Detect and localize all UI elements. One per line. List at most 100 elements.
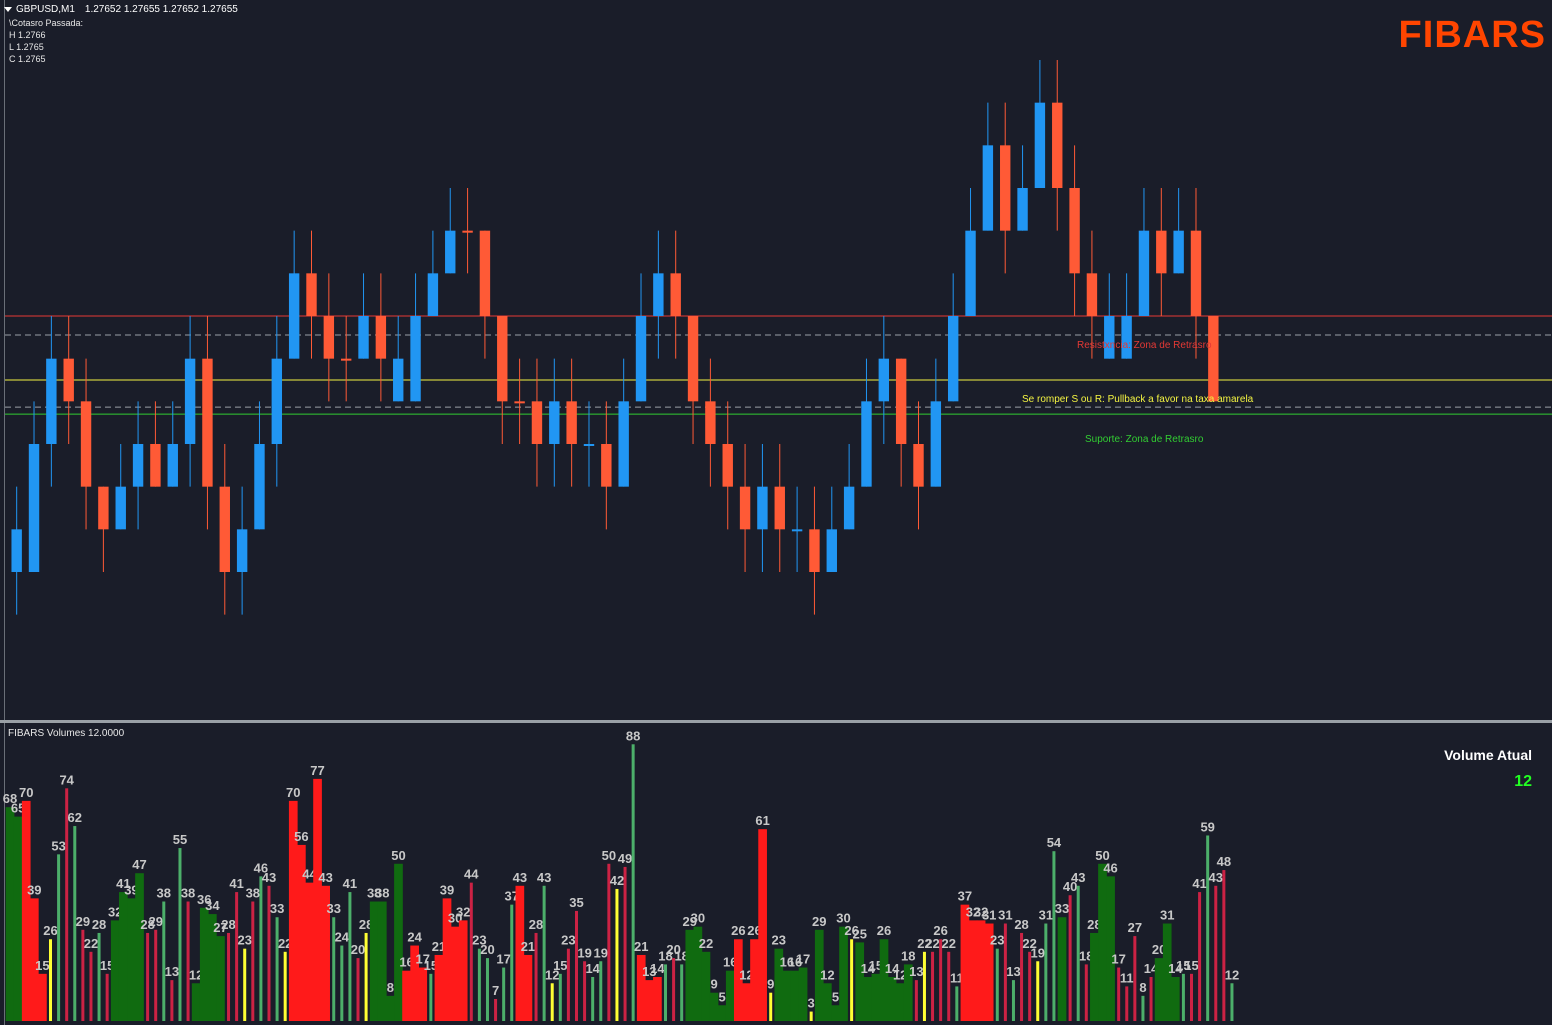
volume-bar	[1230, 983, 1234, 1021]
volume-bar	[259, 876, 263, 1021]
volume-bar	[742, 983, 751, 1021]
volume-bar	[1090, 932, 1099, 1021]
volume-bar-label: 47	[132, 857, 146, 872]
volume-bar-label: 30	[691, 911, 705, 926]
volume-bar	[895, 983, 905, 1021]
volume-bar	[485, 958, 489, 1021]
candle-body	[167, 444, 178, 487]
volume-bar	[127, 898, 136, 1021]
candle-body	[63, 358, 74, 402]
volume-bar-label: 24	[407, 930, 422, 945]
volume-bar-label: 40	[1063, 879, 1077, 894]
volume-bar-label: 20	[666, 942, 680, 957]
candle-body	[1121, 316, 1132, 359]
volume-bar-label: 14	[1168, 961, 1183, 976]
volume-bar	[1214, 885, 1218, 1021]
candle-body	[687, 316, 699, 402]
volume-bar	[1068, 895, 1072, 1021]
volume-bar	[1154, 958, 1164, 1021]
volume-bar	[995, 948, 999, 1021]
volume-bar	[510, 904, 514, 1021]
volume-bar	[429, 973, 433, 1021]
volume-bar	[243, 948, 247, 1021]
volume-bar-label: 26	[747, 923, 761, 938]
volume-bar	[653, 976, 662, 1021]
volume-bar-label: 43	[1071, 870, 1085, 885]
volume-indicator-pane[interactable]: 68 65 70 39 15 26 53 74 62 29 22 28 15 32 41 39 47 28 29 38…	[0, 723, 1552, 1025]
volume-bar-label: 68	[3, 791, 17, 806]
volume-bar	[1076, 885, 1080, 1021]
volume-indicator-title: FIBARS Volumes 12.0000	[8, 728, 125, 739]
candle-body	[115, 486, 126, 530]
volume-bar-label: 31	[1039, 908, 1053, 923]
volume-bar-label: 30	[448, 911, 462, 926]
volume-bar-label: 33	[326, 901, 340, 916]
volume-bar	[939, 939, 943, 1021]
candle-body	[288, 273, 300, 359]
volume-bar	[1181, 973, 1185, 1021]
volume-bar	[251, 901, 255, 1021]
volume-bar-label: 77	[310, 763, 324, 778]
volume-bar	[879, 939, 889, 1021]
volume-bar	[850, 939, 854, 1021]
candle-body	[826, 529, 837, 572]
volume-bar-label: 39	[27, 882, 41, 897]
volume-bar	[680, 964, 684, 1021]
volume-bar	[1149, 976, 1153, 1021]
volume-bar-label: 74	[59, 772, 74, 787]
volume-bar-label: 19	[594, 945, 608, 960]
volume-bar	[887, 976, 897, 1021]
volume-bar	[574, 910, 578, 1021]
volume-bar-label: 17	[1111, 952, 1125, 967]
volume-bar-label: 9	[767, 977, 774, 992]
pane-separator[interactable]	[0, 720, 1552, 723]
previous-low: L 1.2765	[9, 42, 44, 52]
volume-bar-label: 22	[278, 936, 292, 951]
volume-bar-label: 56	[294, 829, 308, 844]
volume-bar-label: 43	[537, 870, 551, 885]
volume-bar-label: 21	[634, 939, 648, 954]
volume-bar-label: 50	[391, 848, 405, 863]
volume-bar	[733, 939, 743, 1021]
candle-body	[1034, 102, 1046, 188]
volume-bar-label: 22	[84, 936, 98, 951]
volume-bar-label: 43	[262, 870, 276, 885]
volume-bar	[709, 992, 719, 1021]
volume-bar-label: 14	[650, 961, 665, 976]
volume-bar	[97, 932, 101, 1021]
chart-symbol-header[interactable]: GBPUSD,M1 1.27652 1.27655 1.27652 1.2765…	[4, 4, 238, 15]
volume-bar	[442, 898, 452, 1021]
volume-bar	[615, 888, 619, 1021]
candle-body	[982, 145, 994, 231]
volume-bar-label: 26	[933, 923, 947, 938]
volume-bar	[89, 951, 93, 1021]
volume-bar	[186, 901, 190, 1021]
volume-bar	[1106, 876, 1115, 1021]
volume-bar	[591, 976, 595, 1021]
volume-bar-label: 12	[1225, 967, 1239, 982]
volume-bar	[364, 932, 368, 1021]
dropdown-triangle-icon[interactable]	[4, 7, 12, 12]
volume-bar	[235, 892, 239, 1021]
price-chart-pane[interactable]: GBPUSD,M1 1.27652 1.27655 1.27652 1.2765…	[0, 0, 1552, 720]
candle-body	[11, 529, 22, 572]
volume-bar	[831, 1005, 840, 1021]
previous-high: H 1.2766	[9, 30, 46, 40]
candle-body	[497, 316, 508, 402]
volume-bar	[976, 920, 986, 1021]
current-volume-value: 12	[1514, 773, 1532, 790]
candlestick-chart[interactable]	[0, 0, 1552, 720]
volume-bar	[297, 844, 306, 1021]
volume-bar-label: 26	[877, 923, 891, 938]
volume-bar	[1170, 976, 1180, 1021]
volume-bar	[550, 983, 554, 1021]
volume-bar-label: 50	[602, 848, 616, 863]
candle-body	[98, 486, 109, 530]
candle-body	[150, 444, 161, 487]
volume-bar-label: 32	[108, 904, 122, 919]
volume-bar-label: 22	[1022, 936, 1036, 951]
volume-bar	[29, 898, 39, 1021]
candle-body	[618, 401, 629, 487]
volume-bar-label: 43	[1209, 870, 1223, 885]
volume-bar-label: 38	[367, 886, 381, 901]
